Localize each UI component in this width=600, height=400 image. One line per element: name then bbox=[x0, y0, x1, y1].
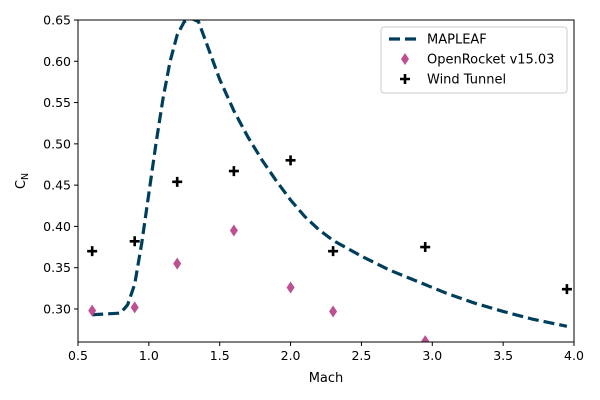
openrocket-point bbox=[421, 335, 430, 342]
y-tick-label: 0.45 bbox=[43, 178, 71, 193]
y-tick-label: 0.40 bbox=[43, 219, 71, 234]
legend-box bbox=[380, 26, 568, 94]
openrocket-point bbox=[130, 301, 139, 314]
y-tick-label: 0.60 bbox=[43, 54, 71, 69]
wind-tunnel-point bbox=[561, 284, 572, 295]
wind-tunnel-point bbox=[87, 246, 98, 257]
axes: 0.5 1.0 1.5 2.0 2.5 3.0 3.5 4.0 0.30 0.35 0.40 0.45… bbox=[43, 13, 584, 364]
wind-tunnel-point bbox=[285, 155, 296, 166]
legend: MAPLEAF OpenRocket v15.03 Wind Tunnel bbox=[380, 26, 568, 94]
x-tick-label: 3.5 bbox=[493, 348, 513, 363]
y-tick-label: 0.30 bbox=[43, 301, 71, 316]
x-tick-label: 1.5 bbox=[210, 348, 230, 363]
openrocket-point bbox=[229, 224, 238, 237]
openrocket-point bbox=[88, 304, 97, 317]
openrocket-point bbox=[286, 281, 295, 294]
x-axis-label: Mach bbox=[309, 371, 344, 386]
legend-swatch-openrocket bbox=[401, 53, 409, 65]
plot-area bbox=[87, 20, 572, 342]
legend-label: OpenRocket v15.03 bbox=[427, 53, 554, 68]
y-tick-label: 0.35 bbox=[43, 260, 71, 275]
y-axis-label: CN bbox=[14, 173, 31, 189]
wind-tunnel-point bbox=[420, 242, 431, 253]
openrocket-point bbox=[173, 257, 182, 270]
x-tick-label: 2.5 bbox=[351, 348, 371, 363]
x-tick-label: 3.0 bbox=[422, 348, 442, 363]
wind-tunnel-point bbox=[228, 166, 239, 177]
legend-label: Wind Tunnel bbox=[427, 73, 506, 88]
wind-tunnel-point bbox=[129, 236, 140, 247]
y-tick-label: 0.65 bbox=[43, 13, 71, 28]
x-tick-label: 2.0 bbox=[281, 348, 301, 363]
y-tick-label: 0.50 bbox=[43, 136, 71, 151]
series-line-mapleaf bbox=[92, 20, 568, 328]
plot-frame bbox=[77, 19, 575, 343]
x-tick-label: 0.5 bbox=[68, 348, 88, 363]
x-tick-label: 1.0 bbox=[139, 348, 159, 363]
legend-swatch-wind-tunnel bbox=[400, 74, 410, 84]
x-tick-label: 4.0 bbox=[564, 348, 584, 363]
legend-label: MAPLEAF bbox=[427, 33, 487, 48]
y-tick-label: 0.55 bbox=[43, 95, 71, 110]
wind-tunnel-point bbox=[172, 176, 183, 187]
openrocket-point bbox=[329, 305, 338, 318]
wind-tunnel-point bbox=[328, 246, 339, 257]
